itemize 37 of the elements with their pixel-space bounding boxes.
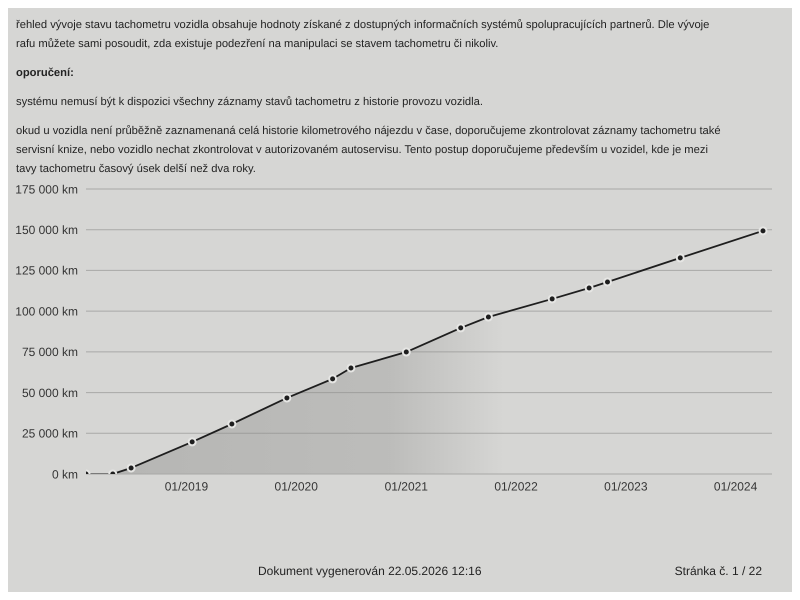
text: oporučení: [16, 66, 75, 81]
point [126, 463, 136, 472]
point [484, 312, 493, 322]
y-tick-label: 150 000 km [15, 222, 78, 237]
point [602, 277, 612, 286]
point [584, 284, 594, 293]
text: tavy tachometru časový úsek delší než dva roky. [16, 162, 257, 177]
x-tick-label: 01/2019 [164, 480, 208, 494]
x-tick-label: 01/2020 [274, 480, 318, 494]
y-tick-label: 25 000 km [22, 426, 78, 441]
text: okud u vozidla není průběžně zaznamenaná celá historie kilometrového nájezdu v čase, doporučujeme zkontrolovat záznamy tachometru také [16, 124, 722, 139]
y-tick-label: 125 000 km [15, 264, 78, 278]
point [548, 294, 557, 304]
y-tick-label: 50 000 km [22, 386, 78, 400]
y-tick-label: 100 000 km [15, 304, 78, 318]
point [346, 363, 356, 372]
text: servisní knize, nebo vozidlo nechat zkontrolovat v autorizovaném autoservisu. Tento postup doporučujeme především u vozidel, kde je mezi [16, 143, 709, 158]
y-tick-label: 0 km [52, 467, 78, 482]
text: rafu můžete sami posoudit, zda existuje podezření na manipulaci se stavem tachometru či nikoliv. [16, 37, 500, 52]
text: Dokument vygenerován 22.05.2026 12:16 [258, 564, 482, 578]
point [758, 226, 768, 236]
point [282, 393, 292, 402]
point [188, 437, 197, 446]
point [456, 323, 466, 332]
text: systému nemusí být k dispozici všechny záznamy stavů tachometru z historie provozu vozidla. [16, 95, 484, 110]
x-tick-label: 01/2021 [384, 480, 428, 494]
x-tick-label: 01/2024 [714, 480, 758, 494]
text: řehled vývoje stavu tachometru vozidla obsahuje hodnoty získané z dostupných informačních systémů spolupracujících partnerů. Dle vývoje [16, 18, 710, 33]
point [402, 348, 411, 357]
point [227, 420, 236, 429]
point [676, 253, 685, 262]
y-tick-label: 75 000 km [22, 345, 78, 360]
y-tick-label: 175 000 km [15, 182, 78, 196]
point [328, 374, 338, 384]
x-tick-label: 01/2023 [604, 480, 648, 494]
text: Stránka č. 1 / 22 [674, 564, 762, 578]
x-tick-label: 01/2022 [494, 480, 538, 494]
